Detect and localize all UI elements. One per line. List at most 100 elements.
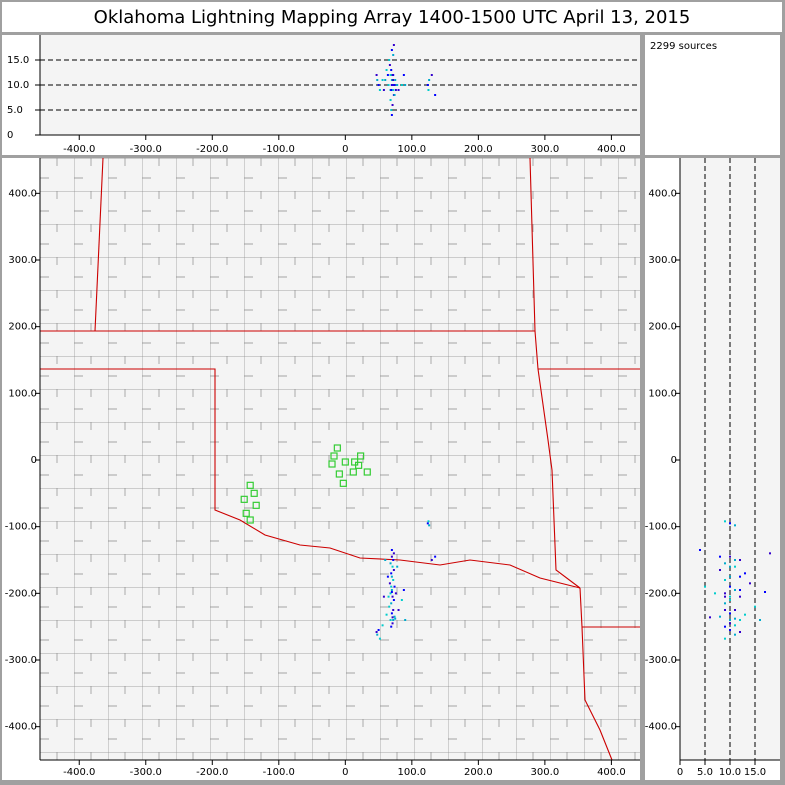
source-altitude-x xyxy=(400,84,403,86)
source-altitude-x xyxy=(393,94,396,96)
source-altitude-x xyxy=(390,114,393,116)
source-point xyxy=(390,591,393,593)
source-altitude-x xyxy=(426,84,429,86)
source-altitude-y xyxy=(729,522,731,525)
source-altitude-y xyxy=(739,595,741,598)
side-y-tick-label: 300.0 xyxy=(648,255,677,266)
source-point xyxy=(392,599,395,601)
source-altitude-y xyxy=(724,520,726,523)
y-tick-label: 0 xyxy=(31,455,37,466)
source-point xyxy=(389,592,392,595)
x-tick-label: 0 xyxy=(342,767,348,778)
alt-tick-label: 0 xyxy=(7,130,13,141)
source-point xyxy=(434,555,437,558)
y-tick-label: 100.0 xyxy=(8,388,37,399)
source-altitude-x xyxy=(390,69,393,71)
source-altitude-y xyxy=(734,617,736,620)
source-point xyxy=(391,622,394,625)
y-tick-label: -100.0 xyxy=(5,522,37,533)
y-tick-label: -400.0 xyxy=(5,722,37,733)
side-y-tick-label: 200.0 xyxy=(648,322,677,333)
source-point xyxy=(390,625,393,628)
source-altitude-x xyxy=(376,79,379,81)
source-altitude-y xyxy=(729,575,731,578)
source-point xyxy=(396,565,399,568)
source-altitude-x xyxy=(378,89,381,91)
source-point xyxy=(382,595,385,598)
source-altitude-y xyxy=(744,572,746,575)
side-y-tick-label: -300.0 xyxy=(645,655,677,666)
station xyxy=(250,489,258,497)
source-altitude-y xyxy=(739,575,741,578)
source-altitude-x xyxy=(377,84,380,86)
y-tick-label: -200.0 xyxy=(5,588,37,599)
source-altitude-x xyxy=(404,84,407,86)
source-altitude-x xyxy=(394,89,397,91)
source-point xyxy=(404,619,407,621)
x-tick-label: 200.0 xyxy=(464,767,493,778)
source-altitude-x xyxy=(386,74,389,76)
source-altitude-y xyxy=(739,631,741,633)
source-point xyxy=(392,609,395,611)
source-altitude-x xyxy=(392,79,395,81)
source-altitude-y xyxy=(734,633,736,636)
source-altitude-x xyxy=(389,99,392,101)
source-altitude-y xyxy=(724,602,726,605)
source-altitude-x xyxy=(428,79,431,81)
source-point xyxy=(394,592,397,595)
source-point xyxy=(390,602,393,605)
side-alt-tick-label: 0 xyxy=(677,767,683,778)
source-point xyxy=(392,579,395,581)
source-point xyxy=(386,575,389,578)
source-altitude-x xyxy=(394,79,397,81)
source-point xyxy=(384,559,387,561)
source-point xyxy=(426,522,429,525)
side-y-tick-label: -100.0 xyxy=(645,522,677,533)
source-altitude-y xyxy=(724,625,726,628)
top-x-tick-label: -200.0 xyxy=(196,144,228,155)
sources-count: 2299 sources xyxy=(650,41,717,52)
source-altitude-x xyxy=(382,89,385,91)
source-altitude-y xyxy=(734,624,736,627)
source-point xyxy=(427,520,430,523)
source-altitude-y xyxy=(734,524,736,527)
source-altitude-y xyxy=(724,609,726,611)
source-altitude-y xyxy=(754,605,756,608)
source-altitude-y xyxy=(734,565,736,568)
source-altitude-y xyxy=(734,609,736,611)
source-point xyxy=(390,589,393,591)
source-point xyxy=(391,565,394,568)
source-point xyxy=(388,605,391,608)
source-point xyxy=(375,631,378,633)
side-alt-tick-label: 5.0 xyxy=(697,767,713,778)
alt-tick-label: 15.0 xyxy=(7,55,29,66)
source-altitude-x xyxy=(392,54,395,56)
side-y-tick-label: -200.0 xyxy=(645,588,677,599)
station xyxy=(252,501,260,509)
station xyxy=(246,481,254,489)
x-tick-label: 100.0 xyxy=(398,767,427,778)
source-point xyxy=(381,624,384,627)
y-tick-label: 300.0 xyxy=(8,255,37,266)
source-point xyxy=(376,633,379,636)
station xyxy=(341,458,349,466)
source-altitude-y xyxy=(729,622,731,625)
station xyxy=(363,468,371,476)
source-point xyxy=(392,559,395,561)
source-altitude-x xyxy=(389,74,392,76)
station xyxy=(339,479,347,487)
source-point xyxy=(389,619,392,621)
side-y-tick-label: -400.0 xyxy=(645,722,677,733)
alt-tick-label: 5.0 xyxy=(7,105,23,116)
x-tick-label: 300.0 xyxy=(531,767,560,778)
source-altitude-y xyxy=(714,592,716,595)
source-altitude-y xyxy=(734,559,736,561)
source-altitude-x xyxy=(402,74,405,76)
source-point xyxy=(390,612,393,615)
station xyxy=(333,444,341,452)
side-alt-tick-label: 15.0 xyxy=(744,767,766,778)
source-altitude-y xyxy=(729,612,731,615)
side-y-tick-label: 100.0 xyxy=(648,388,677,399)
source-altitude-y xyxy=(749,582,751,585)
